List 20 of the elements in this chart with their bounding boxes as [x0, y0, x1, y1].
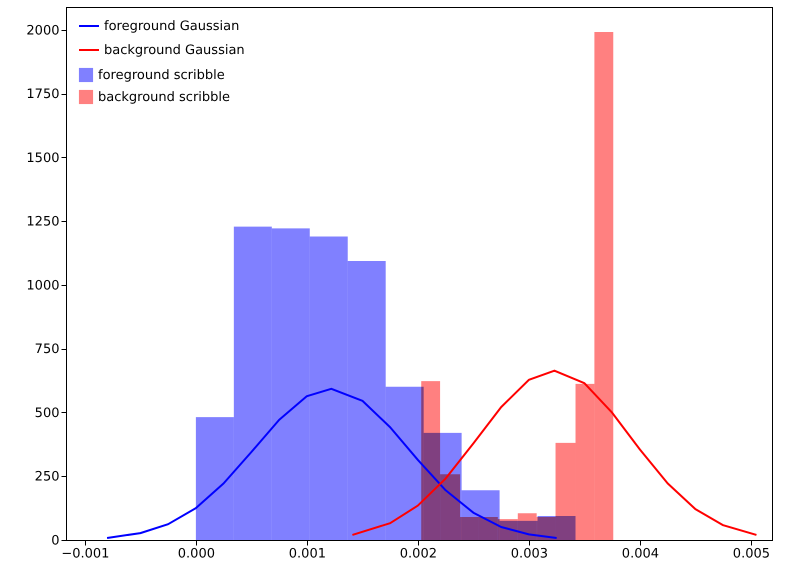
x-tick-label: 0.000	[178, 546, 215, 562]
x-tick-label: 0.005	[732, 546, 770, 562]
y-tick-label: 1750	[26, 87, 60, 102]
y-tick-label: 1250	[26, 214, 60, 230]
y-tick-label: 500	[34, 406, 60, 421]
y-tick-label: 0	[51, 534, 60, 548]
x-tick-label: −0.001	[61, 546, 110, 562]
x-tick-label: 0.003	[510, 546, 548, 562]
legend-label: foreground Gaussian	[104, 19, 240, 34]
x-tick-label: 0.001	[288, 546, 326, 562]
y-tick-label: 1500	[26, 150, 60, 166]
x-tick-label: 0.002	[400, 546, 437, 562]
legend-label: foreground scribble	[98, 68, 225, 83]
legend-label: background Gaussian	[104, 43, 245, 58]
y-tick-label: 2000	[26, 23, 60, 38]
legend-label: background scribble	[98, 90, 230, 105]
y-tick-label: 750	[34, 342, 60, 358]
x-tick-label: 0.004	[622, 546, 660, 562]
y-tick-label: 1000	[26, 278, 60, 294]
y-tick-label: 250	[34, 470, 60, 485]
